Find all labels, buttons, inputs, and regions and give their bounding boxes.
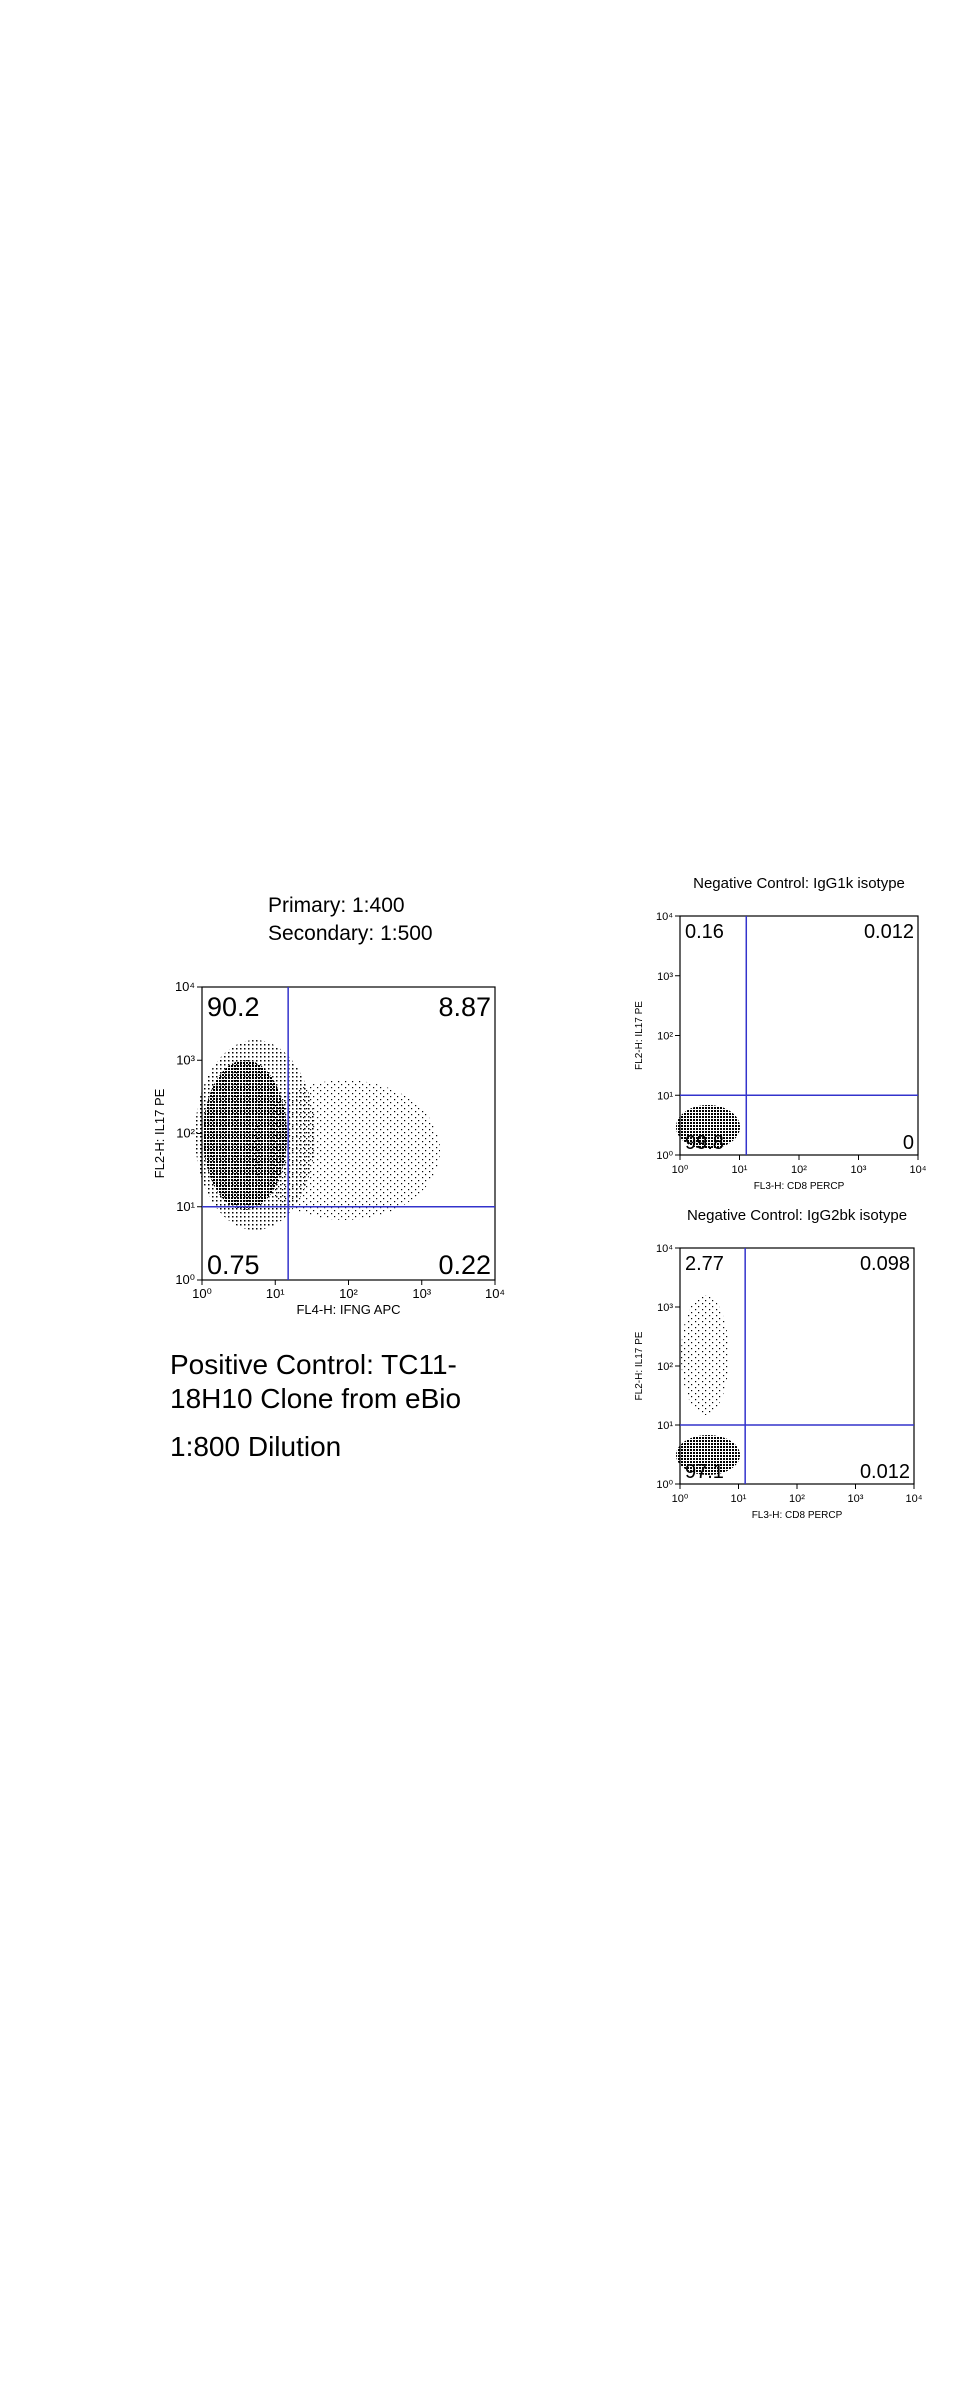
quadrant-value: 99.8 xyxy=(685,1132,724,1154)
quadrant-value: 0.16 xyxy=(685,921,724,943)
y-tick-label: 10⁰ xyxy=(175,1272,195,1287)
caption: Positive Control: TC11-18H10 Clone from … xyxy=(170,1349,462,1414)
quadrant-value: 0.22 xyxy=(438,1250,491,1280)
y-tick-label: 10⁴ xyxy=(656,911,673,923)
y-tick-label: 10² xyxy=(657,1031,673,1043)
x-tick-label: 10⁰ xyxy=(192,1286,212,1301)
quadrant-value: 8.87 xyxy=(438,992,491,1022)
y-tick-label: 10⁴ xyxy=(656,1243,673,1255)
quadrant-value: 0.75 xyxy=(207,1250,260,1280)
x-tick-label: 10¹ xyxy=(266,1286,285,1301)
x-tick-label: 10² xyxy=(339,1286,358,1301)
x-tick-label: 10³ xyxy=(848,1493,864,1505)
y-tick-label: 10¹ xyxy=(657,1090,673,1102)
y-tick-label: 10² xyxy=(176,1126,195,1141)
x-tick-label: 10⁰ xyxy=(672,1164,689,1176)
annotation: Secondary: 1:500 xyxy=(268,922,433,945)
x-axis-label: FL4-H: IFNG APC xyxy=(296,1302,400,1317)
y-axis-label: FL2-H: IL17 PE xyxy=(634,1331,645,1400)
y-tick-label: 10¹ xyxy=(176,1199,195,1214)
quadrant-value: 2.77 xyxy=(685,1253,724,1275)
y-tick-label: 10¹ xyxy=(657,1420,673,1432)
x-axis-label: FL3-H: CD8 PERCP xyxy=(752,1510,843,1521)
x-tick-label: 10³ xyxy=(412,1286,431,1301)
chart-title: Negative Control: IgG2bk isotype xyxy=(687,1207,907,1224)
y-tick-label: 10⁰ xyxy=(656,1150,673,1162)
x-tick-label: 10¹ xyxy=(731,1493,747,1505)
quadrant-value: 90.2 xyxy=(207,992,260,1022)
event-cloud xyxy=(203,1060,287,1210)
x-tick-label: 10⁴ xyxy=(485,1286,505,1301)
x-tick-label: 10⁴ xyxy=(906,1493,923,1505)
y-tick-label: 10³ xyxy=(657,971,673,983)
quadrant-value: 0.012 xyxy=(860,1461,910,1483)
y-axis-label: FL2-H: IL17 PE xyxy=(152,1088,167,1178)
x-tick-label: 10¹ xyxy=(732,1164,748,1176)
y-axis-label: FL2-H: IL17 PE xyxy=(634,1001,645,1070)
y-tick-label: 10³ xyxy=(657,1302,673,1314)
y-tick-label: 10⁰ xyxy=(656,1479,673,1491)
x-tick-label: 10⁰ xyxy=(672,1493,689,1505)
quadrant-value: 0.098 xyxy=(860,1253,910,1275)
event-cloud xyxy=(676,1435,740,1475)
x-tick-label: 10⁴ xyxy=(910,1164,927,1176)
chart-title: Negative Control: IgG1k isotype xyxy=(693,875,905,892)
quadrant-value: 0.012 xyxy=(864,921,914,943)
dilution: 1:800 Dilution xyxy=(170,1431,342,1462)
x-tick-label: 10³ xyxy=(851,1164,867,1176)
x-axis-label: FL3-H: CD8 PERCP xyxy=(754,1181,845,1192)
quadrant-value: 97.1 xyxy=(685,1461,724,1483)
y-tick-label: 10³ xyxy=(176,1052,195,1067)
quadrant-value: 0 xyxy=(903,1132,914,1154)
event-cloud xyxy=(676,1105,740,1149)
x-tick-label: 10² xyxy=(791,1164,807,1176)
x-tick-label: 10² xyxy=(789,1493,805,1505)
annotation: Primary: 1:400 xyxy=(268,894,405,917)
y-tick-label: 10² xyxy=(657,1361,673,1373)
event-cloud xyxy=(681,1295,729,1415)
y-tick-label: 10⁴ xyxy=(175,979,195,994)
